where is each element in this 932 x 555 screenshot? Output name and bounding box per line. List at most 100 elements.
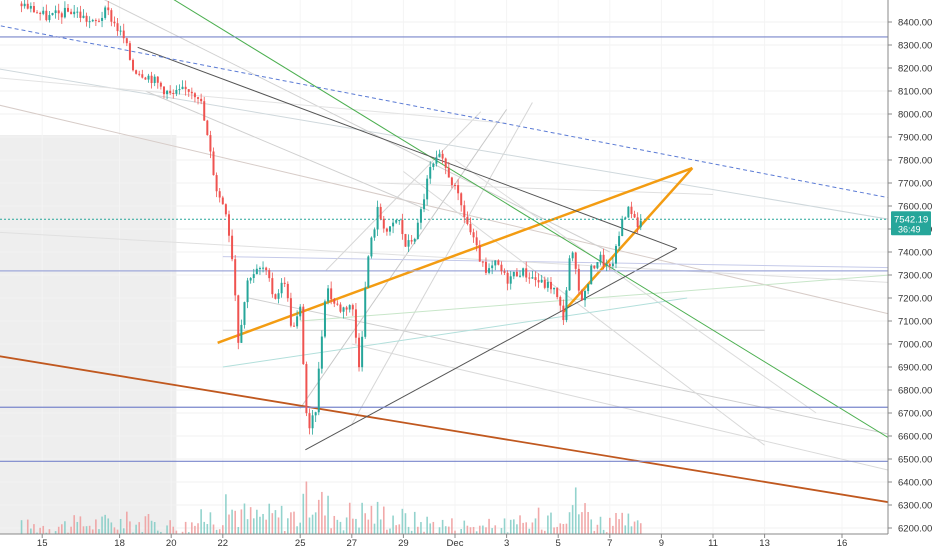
volume-bar xyxy=(513,519,515,540)
y-tick-label: 6600.00 xyxy=(898,432,932,443)
volume-bar xyxy=(559,523,562,540)
volume-bar xyxy=(432,521,435,540)
volume-bar xyxy=(376,501,379,540)
volume-bar xyxy=(129,521,131,540)
candle-body xyxy=(39,12,42,14)
candle-body xyxy=(271,278,274,295)
volume-bar xyxy=(197,523,199,540)
volume-bar xyxy=(509,519,512,540)
volume-bar xyxy=(82,526,85,540)
candle-body xyxy=(348,305,351,310)
candle-body xyxy=(330,288,333,300)
volume-bar xyxy=(413,511,416,540)
candle-body xyxy=(128,43,131,60)
candle-body xyxy=(463,205,466,217)
candle-body xyxy=(231,235,234,260)
volume-bar xyxy=(355,518,357,540)
candle-body xyxy=(364,287,367,337)
candle-body xyxy=(293,325,296,327)
volume-bar xyxy=(621,512,623,540)
candle-body xyxy=(376,206,379,230)
volume-bar xyxy=(293,511,295,540)
volume-bar xyxy=(240,509,243,540)
volume-bar xyxy=(584,503,586,540)
candle-body xyxy=(246,280,249,303)
volume-bar xyxy=(630,526,633,540)
y-tick-label: 6700.00 xyxy=(898,409,932,420)
time-axis[interactable] xyxy=(0,534,932,550)
candle-body xyxy=(484,261,487,273)
candle-body xyxy=(190,91,193,94)
volume-bar xyxy=(553,527,555,540)
candle-body xyxy=(283,282,286,284)
volume-bar xyxy=(85,526,88,540)
last-price-tag[interactable] xyxy=(891,211,931,236)
volume-bar xyxy=(633,521,636,540)
brown-line-trendline[interactable] xyxy=(0,346,920,509)
volume-bar xyxy=(299,522,301,540)
y-tick-label: 7400.00 xyxy=(898,248,932,259)
candle-body xyxy=(392,222,395,227)
candle-body xyxy=(252,274,255,279)
volume-bar xyxy=(119,518,122,540)
volume-bar xyxy=(314,512,317,540)
candle-body xyxy=(73,11,76,15)
x-tick-label: 5 xyxy=(556,538,561,549)
candle-body xyxy=(584,290,587,301)
candle-body xyxy=(101,17,104,21)
orange-line-trendline[interactable] xyxy=(562,167,694,313)
blue-dash-line-trendline[interactable] xyxy=(0,14,920,205)
volume-bar xyxy=(169,520,171,540)
candle-body xyxy=(286,283,289,299)
drawing-line xyxy=(454,159,817,414)
volume-bar xyxy=(150,520,153,540)
candle-body xyxy=(590,265,593,285)
price-axis[interactable] xyxy=(888,0,932,550)
candle-body xyxy=(611,263,614,267)
candle-body xyxy=(494,260,497,266)
candle-body xyxy=(454,185,456,187)
candle-body xyxy=(441,153,444,159)
volume-bar xyxy=(57,526,60,540)
green-line-trendline[interactable] xyxy=(163,0,920,458)
candle-body xyxy=(568,258,571,291)
candle-body xyxy=(227,214,230,236)
volume-bar xyxy=(317,499,320,540)
candle-body xyxy=(522,268,525,276)
candle-body xyxy=(407,240,410,247)
candle-body xyxy=(466,216,469,224)
candle-body xyxy=(618,236,621,247)
y-tick-label: 8000.00 xyxy=(898,110,932,121)
volume-bar xyxy=(503,518,506,540)
candle-body xyxy=(323,301,326,337)
candle-body xyxy=(26,3,29,9)
y-tick-label: 7600.00 xyxy=(898,202,932,213)
candle-body xyxy=(175,89,178,94)
volume-bar xyxy=(256,509,258,540)
candle-body xyxy=(327,288,330,302)
candle-body xyxy=(580,290,583,301)
volume-bar xyxy=(395,525,397,540)
volume-bar xyxy=(534,518,537,540)
volume-bar xyxy=(478,525,481,540)
volume-bar xyxy=(448,526,450,540)
volume-bar xyxy=(135,524,137,540)
candle-body xyxy=(237,295,240,343)
volume-bar xyxy=(488,518,490,540)
candle-body xyxy=(70,11,73,15)
volume-bar xyxy=(562,523,565,540)
x-tick-label: 18 xyxy=(114,538,125,549)
grey-line-trendline[interactable] xyxy=(305,248,678,451)
candle-body xyxy=(184,86,187,90)
candle-body xyxy=(358,337,361,368)
candle-body xyxy=(265,267,268,271)
grey-line-trendline[interactable] xyxy=(137,46,678,250)
candle-body xyxy=(317,368,320,413)
candle-body xyxy=(82,15,85,18)
candle-body xyxy=(88,21,91,23)
candle-body xyxy=(633,214,636,218)
candle-body xyxy=(255,268,258,275)
volume-bar xyxy=(61,524,63,540)
